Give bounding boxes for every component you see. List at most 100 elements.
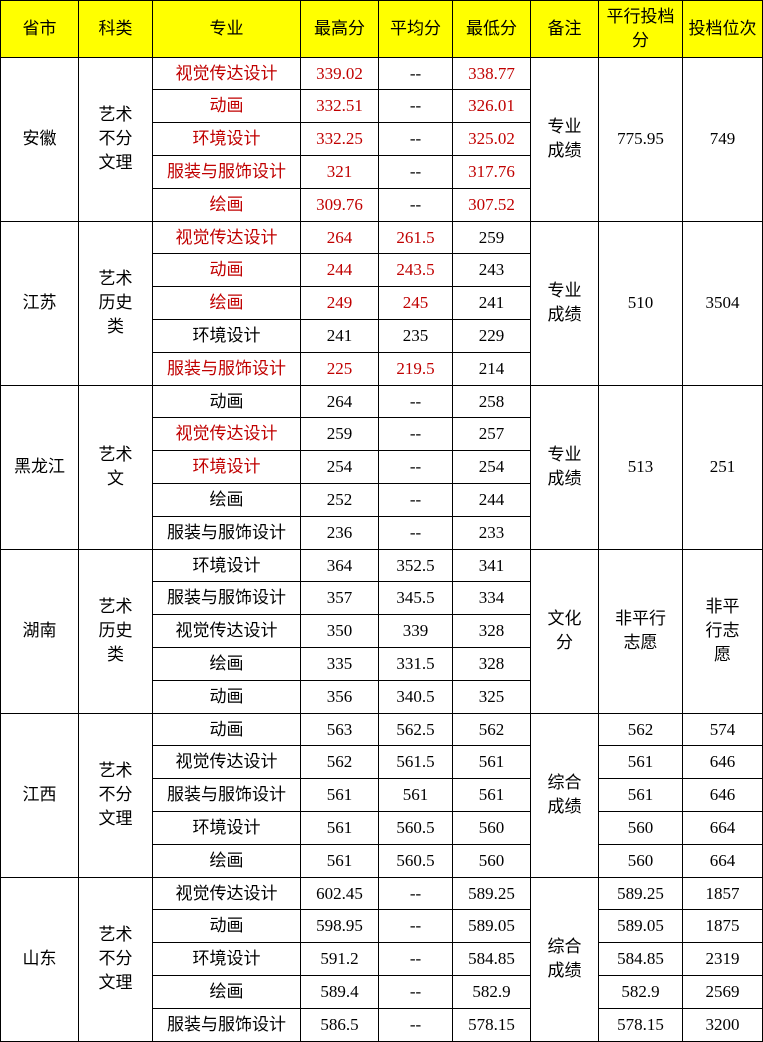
max-score-cell: 339.02 — [301, 57, 379, 90]
min-score-cell: 328 — [453, 615, 531, 648]
note-cell: 专业成绩 — [531, 221, 599, 385]
avg-score-cell: -- — [379, 155, 453, 188]
rank-cell: 2569 — [683, 975, 763, 1008]
avg-score-cell: -- — [379, 188, 453, 221]
max-score-cell: 249 — [301, 287, 379, 320]
avg-score-cell: 243.5 — [379, 254, 453, 287]
major-cell: 动画 — [153, 385, 301, 418]
max-score-cell: 332.51 — [301, 90, 379, 123]
province-cell: 江苏 — [1, 221, 79, 385]
header-category: 科类 — [79, 1, 153, 58]
major-cell: 视觉传达设计 — [153, 877, 301, 910]
min-score-cell: 258 — [453, 385, 531, 418]
max-score-cell: 254 — [301, 451, 379, 484]
major-cell: 服装与服饰设计 — [153, 582, 301, 615]
major-cell: 绘画 — [153, 647, 301, 680]
major-cell: 动画 — [153, 90, 301, 123]
max-score-cell: 364 — [301, 549, 379, 582]
major-cell: 环境设计 — [153, 319, 301, 352]
avg-score-cell: -- — [379, 385, 453, 418]
header-max: 最高分 — [301, 1, 379, 58]
major-cell: 绘画 — [153, 975, 301, 1008]
major-cell: 视觉传达设计 — [153, 615, 301, 648]
province-cell: 山东 — [1, 877, 79, 1041]
table-row: 安徽艺术不分文理视觉传达设计339.02--338.77专业成绩775.9574… — [1, 57, 763, 90]
note-cell: 专业成绩 — [531, 385, 599, 549]
max-score-cell: 598.95 — [301, 910, 379, 943]
avg-score-cell: 219.5 — [379, 352, 453, 385]
table-row: 黑龙江艺术文动画264--258专业成绩513251 — [1, 385, 763, 418]
min-score-cell: 334 — [453, 582, 531, 615]
min-score-cell: 589.05 — [453, 910, 531, 943]
major-cell: 绘画 — [153, 287, 301, 320]
avg-score-cell: 345.5 — [379, 582, 453, 615]
min-score-cell: 243 — [453, 254, 531, 287]
major-cell: 服装与服饰设计 — [153, 155, 301, 188]
major-cell: 环境设计 — [153, 943, 301, 976]
major-cell: 动画 — [153, 910, 301, 943]
major-cell: 视觉传达设计 — [153, 418, 301, 451]
major-cell: 服装与服饰设计 — [153, 516, 301, 549]
parallel-score-cell: 589.25 — [599, 877, 683, 910]
min-score-cell: 561 — [453, 779, 531, 812]
max-score-cell: 586.5 — [301, 1008, 379, 1041]
max-score-cell: 562 — [301, 746, 379, 779]
max-score-cell: 357 — [301, 582, 379, 615]
parallel-score-cell: 584.85 — [599, 943, 683, 976]
avg-score-cell: 331.5 — [379, 647, 453, 680]
table-row: 江西艺术不分文理动画563562.5562综合成绩562574 — [1, 713, 763, 746]
min-score-cell: 560 — [453, 811, 531, 844]
max-score-cell: 335 — [301, 647, 379, 680]
max-score-cell: 236 — [301, 516, 379, 549]
min-score-cell: 584.85 — [453, 943, 531, 976]
avg-score-cell: 245 — [379, 287, 453, 320]
header-pscore: 平行投档分 — [599, 1, 683, 58]
parallel-score-cell: 582.9 — [599, 975, 683, 1008]
rank-cell: 646 — [683, 779, 763, 812]
max-score-cell: 356 — [301, 680, 379, 713]
max-score-cell: 563 — [301, 713, 379, 746]
max-score-cell: 264 — [301, 221, 379, 254]
avg-score-cell: -- — [379, 483, 453, 516]
category-cell: 艺术不分文理 — [79, 877, 153, 1041]
max-score-cell: 602.45 — [301, 877, 379, 910]
major-cell: 绘画 — [153, 483, 301, 516]
min-score-cell: 241 — [453, 287, 531, 320]
parallel-score-cell: 561 — [599, 746, 683, 779]
avg-score-cell: 340.5 — [379, 680, 453, 713]
min-score-cell: 326.01 — [453, 90, 531, 123]
min-score-cell: 560 — [453, 844, 531, 877]
major-cell: 服装与服饰设计 — [153, 779, 301, 812]
avg-score-cell: 352.5 — [379, 549, 453, 582]
note-cell: 专业成绩 — [531, 57, 599, 221]
min-score-cell: 562 — [453, 713, 531, 746]
major-cell: 服装与服饰设计 — [153, 1008, 301, 1041]
avg-score-cell: -- — [379, 877, 453, 910]
major-cell: 绘画 — [153, 844, 301, 877]
major-cell: 绘画 — [153, 188, 301, 221]
province-cell: 黑龙江 — [1, 385, 79, 549]
min-score-cell: 214 — [453, 352, 531, 385]
max-score-cell: 264 — [301, 385, 379, 418]
header-min: 最低分 — [453, 1, 531, 58]
avg-score-cell: 562.5 — [379, 713, 453, 746]
major-cell: 动画 — [153, 254, 301, 287]
rank-cell: 749 — [683, 57, 763, 221]
header-row: 省市 科类 专业 最高分 平均分 最低分 备注 平行投档分 投档位次 — [1, 1, 763, 58]
max-score-cell: 561 — [301, 844, 379, 877]
parallel-score-cell: 561 — [599, 779, 683, 812]
min-score-cell: 233 — [453, 516, 531, 549]
min-score-cell: 307.52 — [453, 188, 531, 221]
admission-score-table: 省市 科类 专业 最高分 平均分 最低分 备注 平行投档分 投档位次 安徽艺术不… — [0, 0, 763, 1042]
table-row: 山东艺术不分文理视觉传达设计602.45--589.25综合成绩589.2518… — [1, 877, 763, 910]
rank-cell: 646 — [683, 746, 763, 779]
note-cell: 文化分 — [531, 549, 599, 713]
min-score-cell: 259 — [453, 221, 531, 254]
min-score-cell: 578.15 — [453, 1008, 531, 1041]
avg-score-cell: 235 — [379, 319, 453, 352]
rank-cell: 664 — [683, 811, 763, 844]
major-cell: 服装与服饰设计 — [153, 352, 301, 385]
rank-cell: 2319 — [683, 943, 763, 976]
header-rank: 投档位次 — [683, 1, 763, 58]
min-score-cell: 589.25 — [453, 877, 531, 910]
